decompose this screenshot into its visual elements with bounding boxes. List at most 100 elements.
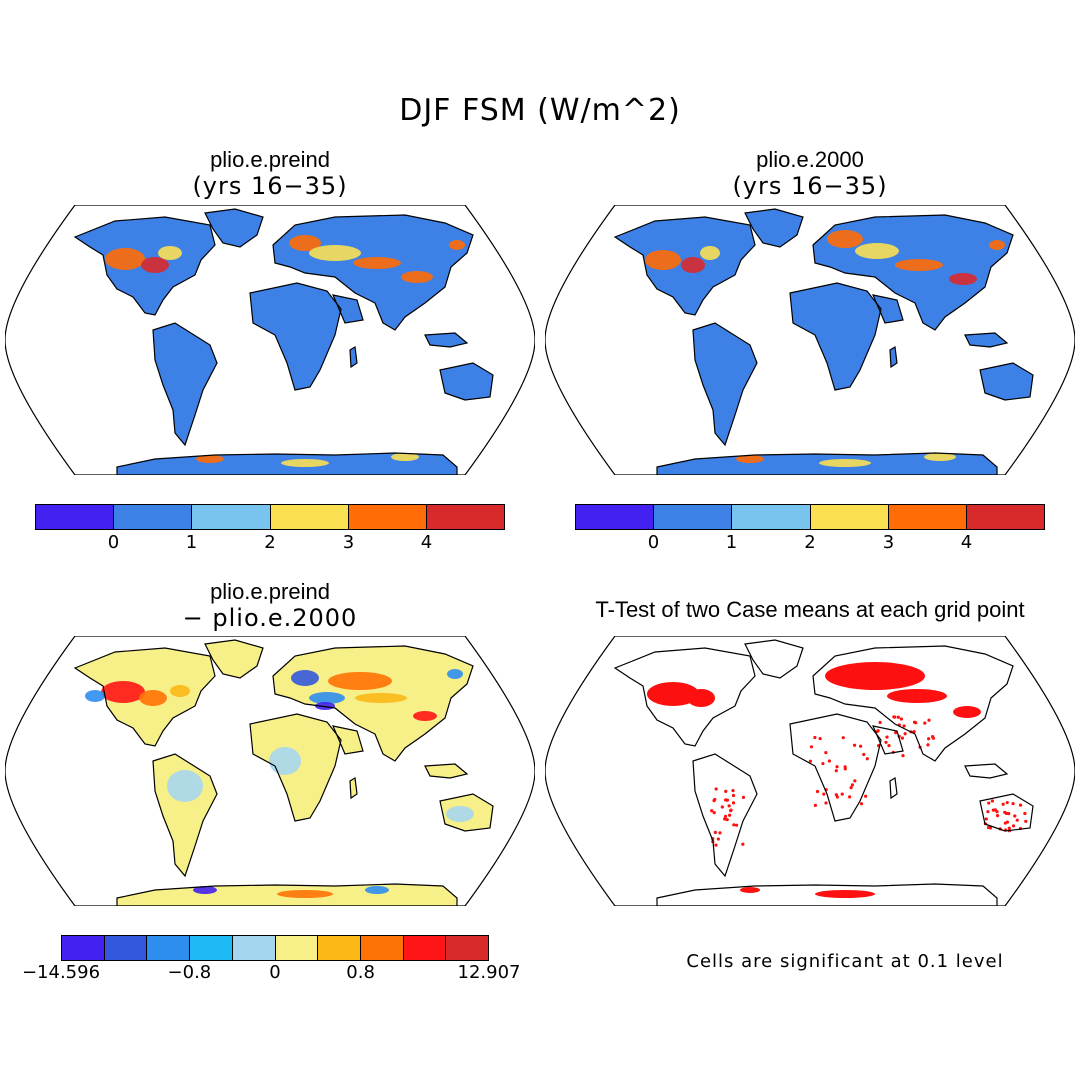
colorbar-preind (35, 504, 505, 530)
significant-cell (822, 792, 826, 796)
coastline-madagascar (889, 346, 898, 369)
panel3-subtitle: − plio.e.2000 (182, 604, 358, 632)
significant-cell (809, 745, 814, 749)
significant-cell (1011, 824, 1016, 828)
colorbar-swatch (62, 936, 105, 960)
significant-cell (741, 795, 746, 799)
colorbar-swatch (190, 936, 233, 960)
field-anomaly (447, 669, 463, 679)
field-anomaly (291, 670, 319, 686)
field-anomaly (989, 240, 1005, 250)
panel3-title: plio.e.preind (210, 579, 330, 604)
colorbar-swatch (654, 505, 733, 529)
land-arabia (873, 295, 903, 323)
significant-cell (899, 717, 904, 721)
colorbar-preind-ticks: 0 1 2 3 4 (35, 532, 505, 556)
significant-cell (984, 817, 988, 821)
coastline-antarctica (656, 452, 998, 475)
coastline-greenland (744, 208, 804, 248)
significant-cell (741, 842, 745, 846)
significant-cell (713, 797, 717, 802)
significant-cell (849, 786, 853, 790)
colorbar-tick-label: 4 (960, 532, 973, 553)
coastline-seasia (424, 763, 469, 779)
panel4-title: T-Test of two Case means at each grid po… (595, 597, 1025, 622)
land-seasia (425, 333, 467, 347)
significant-cell (1003, 810, 1007, 814)
significant-cell (834, 769, 838, 773)
field-anomaly (855, 243, 899, 259)
map-panel-difference (5, 636, 535, 906)
coastline-seasia (424, 332, 469, 348)
significant-cell (900, 736, 904, 740)
significant-cell (724, 789, 728, 794)
colorbar-swatch (318, 936, 361, 960)
significant-cell (852, 743, 857, 747)
land-arabia (333, 295, 363, 323)
field-anomaly (895, 259, 943, 271)
field-anomaly (139, 690, 167, 706)
significant-cell (835, 795, 839, 799)
significant-cell (988, 826, 993, 830)
significant-cell (930, 734, 935, 739)
field-anomaly (827, 230, 863, 248)
significant-cell (821, 761, 825, 766)
coastline-namerica (73, 216, 216, 316)
significant-cell (813, 735, 817, 740)
field-anomaly (196, 455, 224, 463)
coastline-samerica (692, 753, 758, 878)
field-anomaly (446, 806, 474, 822)
significant-cell (894, 731, 898, 735)
field-anomaly (681, 257, 705, 273)
significant-cell (727, 804, 731, 808)
significant-cell (813, 803, 817, 807)
significant-cell (1023, 811, 1027, 816)
land-australia (980, 363, 1033, 400)
significant-cell (818, 737, 822, 741)
significant-cell (815, 789, 820, 794)
significant-cell (835, 765, 839, 769)
field-anomaly (158, 246, 182, 260)
significant-cell (912, 730, 916, 734)
coastline-seasia (964, 763, 1009, 779)
significant-region (953, 706, 981, 718)
field-anomaly (819, 459, 871, 467)
colorbar-swatch (810, 505, 889, 529)
significant-cell (843, 767, 847, 771)
significant-cell (859, 802, 864, 806)
significant-cell (824, 750, 828, 755)
significant-region (825, 662, 925, 690)
significant-cell (723, 817, 727, 821)
colorbar-tick-label: 0.8 (346, 962, 375, 983)
coastline-madagascar (889, 777, 898, 800)
colorbar-swatch (104, 936, 148, 960)
coastline-samerica (152, 753, 218, 878)
field-anomaly (85, 690, 105, 702)
significant-cell (995, 814, 1000, 818)
coastline-australia (979, 362, 1034, 401)
panel1-title: plio.e.preind (210, 147, 330, 172)
colorbar-tick-label: 3 (342, 532, 355, 553)
coastline-antarctica (116, 452, 458, 475)
colorbar-tick-label: 0 (647, 532, 660, 553)
coastline-namerica (613, 647, 756, 747)
significant-cell (729, 808, 733, 812)
significant-cell (1007, 812, 1011, 816)
colorbar-swatch (966, 505, 1045, 529)
field-anomaly (328, 672, 392, 690)
significant-cell (927, 718, 931, 722)
significant-cell (841, 736, 845, 740)
field-anomaly (193, 886, 217, 894)
significant-cell (710, 809, 714, 813)
significant-cell (732, 823, 736, 827)
significance-note: Cells are significant at 0.1 level (686, 951, 1004, 972)
map-frame (5, 205, 535, 475)
coastline-africa (789, 713, 882, 822)
significant-cell (884, 740, 888, 744)
field-anomaly (101, 681, 145, 703)
field-anomaly (141, 257, 169, 273)
land-seasia (425, 764, 467, 778)
significant-cell (986, 810, 990, 814)
colorbar-swatch (888, 505, 967, 529)
colorbar-swatch (275, 936, 319, 960)
